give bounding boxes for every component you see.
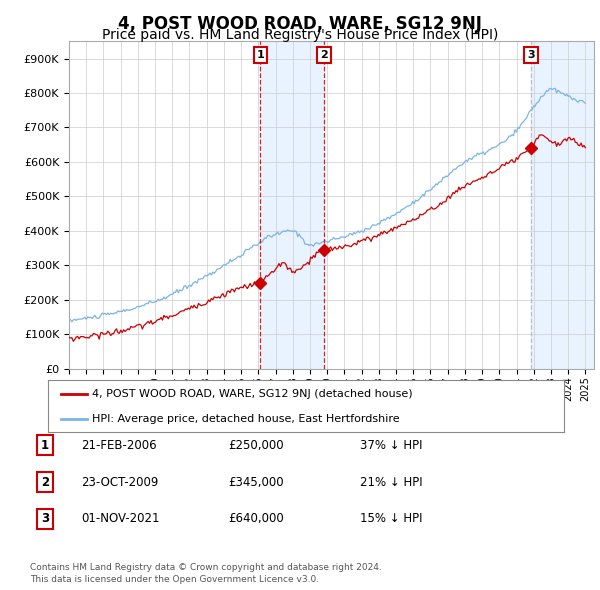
Bar [531,41,594,369]
Text: 2: 2 [320,50,328,60]
Text: 4, POST WOOD ROAD, WARE, SG12 9NJ: 4, POST WOOD ROAD, WARE, SG12 9NJ [118,15,482,34]
Bar [260,41,324,369]
Text: £250,000: £250,000 [228,439,284,452]
Text: 1: 1 [257,50,264,60]
Text: 23-OCT-2009: 23-OCT-2009 [81,476,158,489]
Text: £640,000: £640,000 [228,512,284,525]
Text: 1: 1 [41,439,49,452]
Text: 15% ↓ HPI: 15% ↓ HPI [360,512,422,525]
Text: Contains HM Land Registry data © Crown copyright and database right 2024.
This d: Contains HM Land Registry data © Crown c… [30,563,382,584]
Text: £345,000: £345,000 [228,476,284,489]
Text: 3: 3 [41,512,49,525]
Text: 3: 3 [527,50,535,60]
Text: 2: 2 [41,476,49,489]
Text: HPI: Average price, detached house, East Hertfordshire: HPI: Average price, detached house, East… [92,414,400,424]
Text: 21-FEB-2006: 21-FEB-2006 [81,439,157,452]
Text: 01-NOV-2021: 01-NOV-2021 [81,512,160,525]
Text: 37% ↓ HPI: 37% ↓ HPI [360,439,422,452]
Text: 21% ↓ HPI: 21% ↓ HPI [360,476,422,489]
Text: 4, POST WOOD ROAD, WARE, SG12 9NJ (detached house): 4, POST WOOD ROAD, WARE, SG12 9NJ (detac… [92,389,412,399]
Text: Price paid vs. HM Land Registry's House Price Index (HPI): Price paid vs. HM Land Registry's House … [102,28,498,42]
